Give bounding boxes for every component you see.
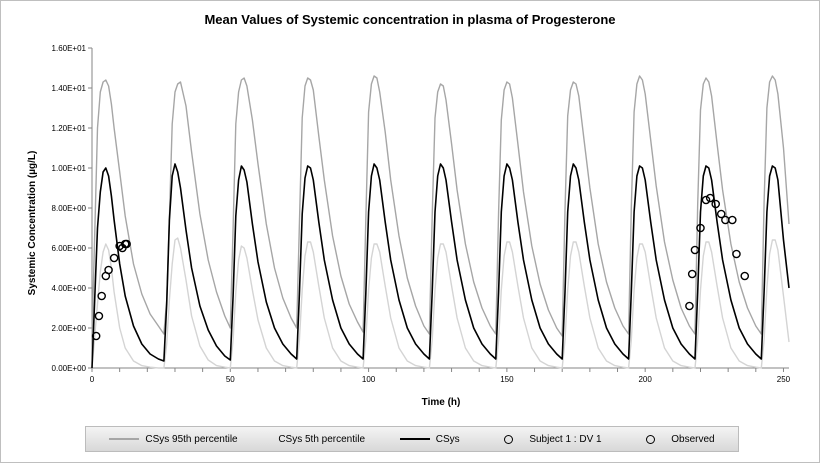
- data-point: [711, 199, 721, 209]
- data-point: [716, 209, 726, 219]
- y-tick-label: 1.20E+01: [52, 124, 87, 133]
- data-point: [727, 215, 737, 225]
- series-line-0: [91, 75, 790, 339]
- series-line-2: [91, 163, 790, 369]
- data-point: [109, 253, 119, 263]
- series-line-1: [91, 237, 790, 369]
- legend-swatch: [646, 434, 656, 444]
- y-tick-label: 8.00E+00: [52, 204, 87, 213]
- data-point: [690, 245, 700, 255]
- legend-label: CSys: [435, 433, 460, 445]
- legend-item: CSys 95th percentile: [109, 433, 238, 445]
- data-point: [732, 249, 741, 259]
- x-tick-label: 100: [362, 375, 376, 384]
- x-tick-label: 0: [90, 375, 95, 384]
- legend-swatch: [399, 438, 430, 440]
- data-point: [91, 331, 101, 341]
- x-tick-label: 150: [500, 375, 514, 384]
- legend-item: Observed: [636, 433, 715, 445]
- legend-label: Observed: [671, 433, 715, 445]
- data-point: [685, 301, 694, 311]
- x-axis-title: Time (h): [422, 397, 461, 408]
- y-tick-label: 6.00E+00: [52, 244, 87, 253]
- legend-swatch: [504, 434, 514, 444]
- y-tick-label: 1.40E+01: [52, 84, 87, 93]
- y-tick-label: 0.00E+00: [52, 364, 87, 373]
- chart-legend: CSys 95th percentile CSys 5th percentile C…: [85, 426, 739, 452]
- data-point: [104, 265, 113, 275]
- data-point: [740, 271, 750, 281]
- legend-item: Subject 1 : DV 1: [494, 433, 602, 445]
- chart-title: Mean Values of Systemic concentration in…: [204, 12, 616, 27]
- legend-label: CSys 5th percentile: [278, 433, 366, 445]
- data-point: [94, 311, 104, 321]
- legend-item: CSys 5th percentile: [272, 434, 365, 445]
- x-tick-label: 250: [777, 375, 791, 384]
- x-tick-label: 200: [638, 375, 652, 384]
- y-axis-title: Systemic Concentration (µg/L): [27, 151, 38, 296]
- data-point: [97, 291, 106, 301]
- data-point: [696, 223, 705, 233]
- legend-label: Subject 1 : DV 1: [529, 433, 602, 445]
- x-tick-label: 50: [226, 375, 235, 384]
- y-tick-label: 1.00E+01: [52, 164, 87, 173]
- y-tick-label: 4.00E+00: [52, 284, 87, 293]
- y-tick-label: 2.00E+00: [52, 324, 87, 333]
- y-tick-label: 1.60E+01: [52, 44, 87, 53]
- data-point: [701, 195, 711, 205]
- data-point: [687, 269, 697, 279]
- data-point: [122, 239, 131, 249]
- legend-item: CSys: [399, 433, 460, 445]
- legend-label: CSys 95th percentile: [145, 433, 238, 445]
- legend-swatch: [109, 438, 140, 440]
- data-point: [705, 193, 715, 203]
